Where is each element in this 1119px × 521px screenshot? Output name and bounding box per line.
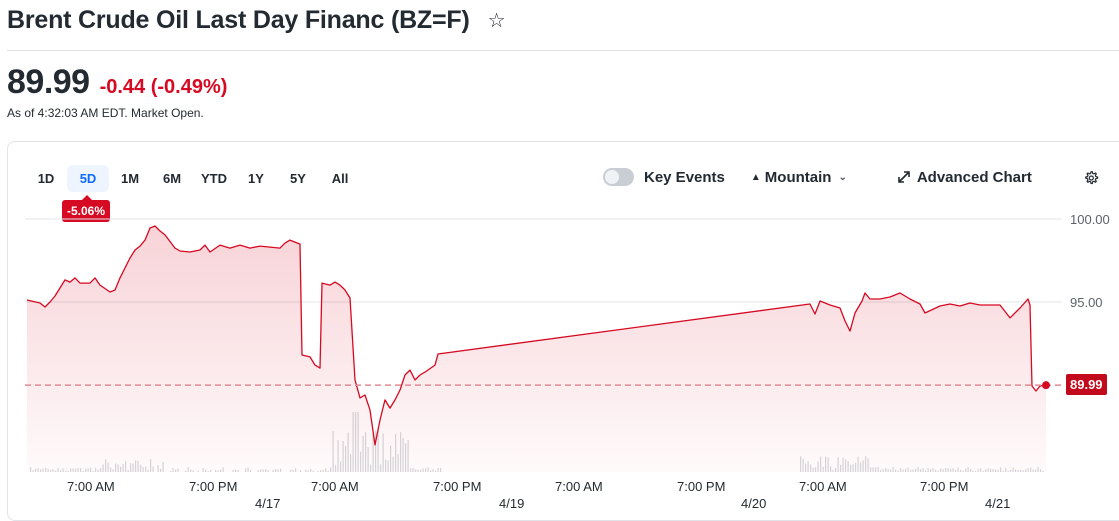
range-tab-5d[interactable]: 5D [67, 165, 109, 192]
range-tab-ytd[interactable]: YTD [201, 171, 227, 186]
range-tab-1y[interactable]: 1Y [248, 171, 264, 186]
key-events-label: Key Events [644, 168, 725, 186]
range-tab-all[interactable]: All [331, 171, 349, 186]
y-tick-95: 95.00 [1070, 295, 1103, 310]
range-tab-5y[interactable]: 5Y [290, 171, 306, 186]
current-price-label: 89.99 [1066, 374, 1107, 395]
chart-type-label: Mountain [764, 168, 832, 186]
mountain-icon: ▲ [750, 171, 761, 183]
price-line [26, 225, 1047, 446]
x-tick-label: 7:00 AM [311, 479, 359, 494]
x-tick-label: 7:00 PM [189, 479, 238, 494]
price-area [27, 226, 1046, 472]
expand-icon [898, 171, 910, 183]
x-tick-label: 7:00 AM [555, 479, 603, 494]
advanced-chart-label: Advanced Chart [916, 168, 1032, 186]
header-divider [7, 50, 1119, 51]
x-tick-label: 7:00 PM [677, 479, 726, 494]
quote-header: Brent Crude Oil Last Day Financ (BZ=F) ☆ [7, 6, 506, 35]
market-status: As of 4:32:03 AM EDT. Market Open. [7, 106, 204, 120]
star-icon[interactable]: ☆ [487, 10, 506, 32]
key-events-toggle[interactable]: Key Events [603, 168, 725, 186]
chevron-down-icon: ⌄ [838, 171, 847, 183]
price-change: -0.44 (-0.49%) [99, 76, 228, 98]
x-date-label: 4/17 [255, 496, 281, 511]
chart-type-dropdown[interactable]: ▲ Mountain ⌄ [751, 169, 847, 186]
range-tabs: 1D 5D 1M 6M YTD 1Y 5Y All [25, 165, 361, 192]
current-price: 89.99 [7, 63, 90, 101]
range-tab-1m[interactable]: 1M [120, 171, 140, 186]
x-tick-label: 7:00 PM [920, 479, 969, 494]
gear-icon[interactable] [1083, 170, 1099, 186]
advanced-chart-button[interactable]: Advanced Chart [897, 169, 1032, 186]
chart-controls: Key Events ▲ Mountain ⌄ Advanced Chart [603, 168, 1032, 186]
x-date-label: 4/20 [741, 496, 767, 511]
range-tab-1d[interactable]: 1D [37, 171, 55, 186]
current-point [1042, 381, 1050, 390]
range-tab-6m[interactable]: 6M [162, 171, 182, 186]
x-tick-label: 7:00 PM [433, 479, 482, 494]
price-row: 89.99 -0.44 (-0.49%) [7, 63, 227, 102]
y-tick-100: 100.00 [1070, 212, 1110, 227]
x-tick-label: 7:00 AM [799, 479, 847, 494]
x-tick-label: 7:00 AM [67, 479, 115, 494]
x-date-label: 4/21 [985, 496, 1011, 511]
x-date-label: 4/19 [499, 496, 525, 511]
page-title: Brent Crude Oil Last Day Financ (BZ=F) [7, 6, 470, 34]
toggle-switch[interactable] [603, 168, 634, 186]
range-change-badge: -5.06% [62, 195, 111, 222]
